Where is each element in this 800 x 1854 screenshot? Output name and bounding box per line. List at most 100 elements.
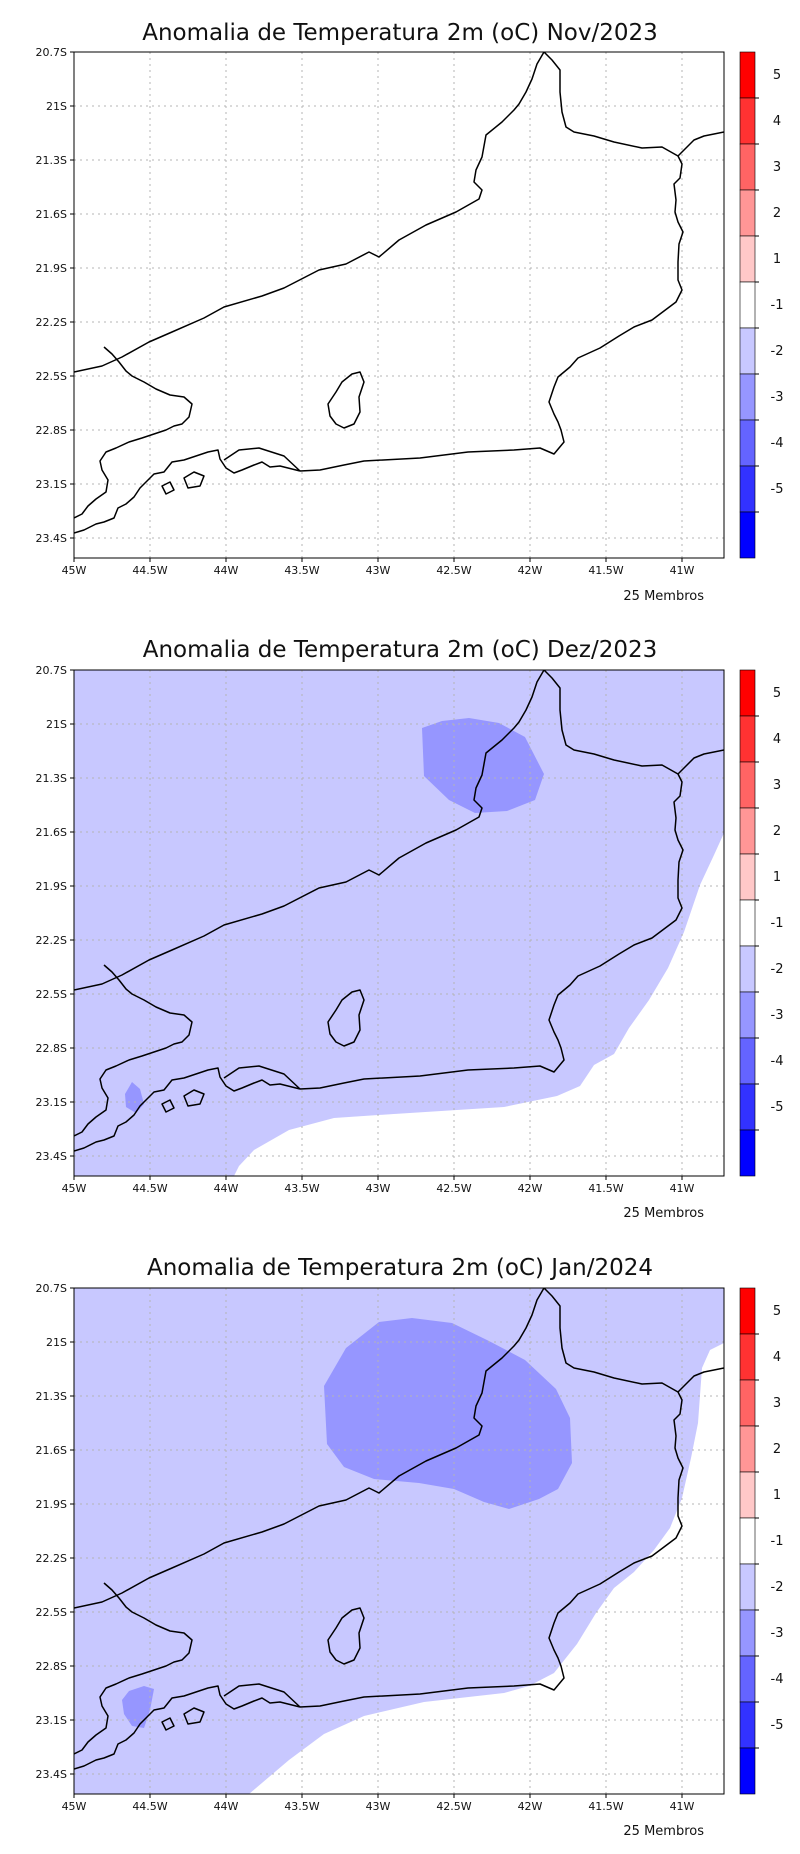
lon-tick-label: 44.5W bbox=[132, 564, 167, 577]
lon-tick-label: 41W bbox=[670, 564, 695, 577]
lat-tick-label: 21.6S bbox=[36, 208, 67, 221]
colorbar-swatch bbox=[739, 853, 756, 901]
lon-tick-label: 43.5W bbox=[284, 564, 319, 577]
colorbar-swatch bbox=[739, 1609, 756, 1657]
coastline-segment bbox=[677, 749, 724, 775]
lat-tick-label: 22.8S bbox=[36, 1042, 67, 1055]
lat-tick-label: 22.5S bbox=[36, 988, 67, 1001]
panel-3-title: Anomalia de Temperatura 2m (oC) Jan/2024 bbox=[147, 1255, 653, 1281]
colorbar-label: -2 bbox=[771, 344, 784, 359]
colorbar-swatch bbox=[739, 1517, 756, 1565]
lat-tick-label: 20.7S bbox=[36, 46, 67, 59]
coastline-segment bbox=[74, 964, 193, 1137]
lon-tick-label: 41W bbox=[670, 1182, 695, 1195]
colorbar-label: 3 bbox=[773, 1396, 781, 1411]
lon-tick-label: 44W bbox=[214, 564, 239, 577]
colorbar-label: -2 bbox=[771, 1580, 784, 1595]
lon-tick-label: 45W bbox=[62, 564, 87, 577]
colorbar-label: -5 bbox=[771, 1100, 784, 1115]
colorbar-label: 2 bbox=[773, 206, 781, 221]
lon-tick-label: 44W bbox=[214, 1800, 239, 1813]
colorbar-swatch bbox=[739, 1287, 756, 1335]
lon-tick-label: 45W bbox=[62, 1182, 87, 1195]
panel-2-anomaly-spot bbox=[125, 1082, 144, 1113]
coastline-segment bbox=[677, 131, 724, 157]
lat-tick-label: 22.2S bbox=[36, 1552, 67, 1565]
coastline-segment bbox=[183, 471, 205, 489]
coastline-segment bbox=[161, 1717, 175, 1731]
colorbar-label: 5 bbox=[773, 1304, 781, 1319]
coastline-segment bbox=[327, 989, 365, 1047]
coastline-segment bbox=[161, 481, 175, 495]
coastline-segment bbox=[74, 52, 545, 373]
colorbar-label: -1 bbox=[771, 298, 784, 313]
colorbar-label: -3 bbox=[771, 1008, 784, 1023]
colorbar-label: 2 bbox=[773, 1442, 781, 1457]
lat-tick-label: 21.6S bbox=[36, 826, 67, 839]
coastline-segment bbox=[299, 670, 684, 1090]
colorbar-swatch bbox=[739, 419, 756, 467]
lon-tick-label: 42W bbox=[518, 564, 543, 577]
colorbar-swatch bbox=[739, 373, 756, 421]
colorbar-label: -3 bbox=[771, 390, 784, 405]
coastline-segment bbox=[74, 1288, 545, 1609]
panel-3-anomaly-level-2 bbox=[324, 1318, 572, 1509]
panel-1-gridlines bbox=[74, 52, 724, 558]
lat-tick-label: 21S bbox=[46, 1336, 67, 1349]
lon-tick-label: 41.5W bbox=[588, 1182, 623, 1195]
colorbar-swatch bbox=[739, 1563, 756, 1611]
lon-tick-label: 44W bbox=[214, 1182, 239, 1195]
panel-1-map-area bbox=[74, 52, 724, 558]
panel-3-map-area bbox=[74, 1288, 724, 1794]
lat-tick-label: 23.1S bbox=[36, 1096, 67, 1109]
map-panel-1: Anomalia de Temperatura 2m (oC) Nov/2023… bbox=[36, 20, 784, 604]
coastline-segment bbox=[299, 52, 684, 472]
lat-tick-label: 21.3S bbox=[36, 772, 67, 785]
panel-3-members-note: 25 Membros bbox=[623, 1824, 704, 1839]
colorbar-swatch bbox=[739, 1425, 756, 1473]
coastline-segment bbox=[183, 1089, 205, 1107]
colorbar-label: -5 bbox=[771, 1718, 784, 1733]
colorbar-label: 4 bbox=[773, 1350, 781, 1365]
lat-tick-label: 23.1S bbox=[36, 478, 67, 491]
colorbar-swatch bbox=[739, 327, 756, 375]
lon-tick-label: 42.5W bbox=[436, 564, 471, 577]
lat-tick-label: 20.7S bbox=[36, 664, 67, 677]
panel-3-frame bbox=[73, 1287, 725, 1795]
lat-tick-label: 23.4S bbox=[36, 1150, 67, 1163]
lat-tick-label: 22.5S bbox=[36, 1606, 67, 1619]
lon-tick-label: 42W bbox=[518, 1800, 543, 1813]
panel-1-colorbar: 5 4 3 2 1 -1 -2 -3 -4 -5 bbox=[739, 51, 784, 559]
lat-tick-label: 22.8S bbox=[36, 424, 67, 437]
panel-2-colorbar: 5 4 3 2 1 -1 -2 -3 -4 -5 bbox=[739, 669, 784, 1177]
coastline-segment bbox=[74, 1582, 193, 1755]
lon-tick-label: 43.5W bbox=[284, 1800, 319, 1813]
colorbar-label: 3 bbox=[773, 778, 781, 793]
lon-tick-label: 42.5W bbox=[436, 1182, 471, 1195]
lon-tick-label: 43W bbox=[366, 1800, 391, 1813]
colorbar-swatch bbox=[739, 1747, 756, 1795]
colorbar-swatch bbox=[739, 807, 756, 855]
panel-3-gridlines bbox=[74, 1288, 724, 1794]
panel-1-members-note: 25 Membros bbox=[623, 589, 704, 604]
colorbar-swatch bbox=[739, 281, 756, 329]
panel-3-coastline bbox=[74, 1288, 724, 1770]
colorbar-label: 1 bbox=[773, 1488, 781, 1503]
colorbar-swatch bbox=[739, 51, 756, 99]
colorbar-swatch bbox=[739, 1379, 756, 1427]
colorbar-label: -4 bbox=[771, 1672, 784, 1687]
colorbar-label: -4 bbox=[771, 436, 784, 451]
colorbar-label: 1 bbox=[773, 252, 781, 267]
coastline-segment bbox=[74, 1685, 301, 1770]
coastline-segment bbox=[161, 1099, 175, 1113]
colorbar-label: -1 bbox=[771, 1534, 784, 1549]
lon-tick-label: 44.5W bbox=[132, 1800, 167, 1813]
lat-tick-label: 23.4S bbox=[36, 532, 67, 545]
lon-tick-label: 41W bbox=[670, 1800, 695, 1813]
colorbar-swatch bbox=[739, 945, 756, 993]
lon-tick-label: 42W bbox=[518, 1182, 543, 1195]
colorbar-label: 3 bbox=[773, 160, 781, 175]
colorbar-swatch bbox=[739, 991, 756, 1039]
lat-tick-label: 21S bbox=[46, 718, 67, 731]
lat-tick-label: 23.1S bbox=[36, 1714, 67, 1727]
